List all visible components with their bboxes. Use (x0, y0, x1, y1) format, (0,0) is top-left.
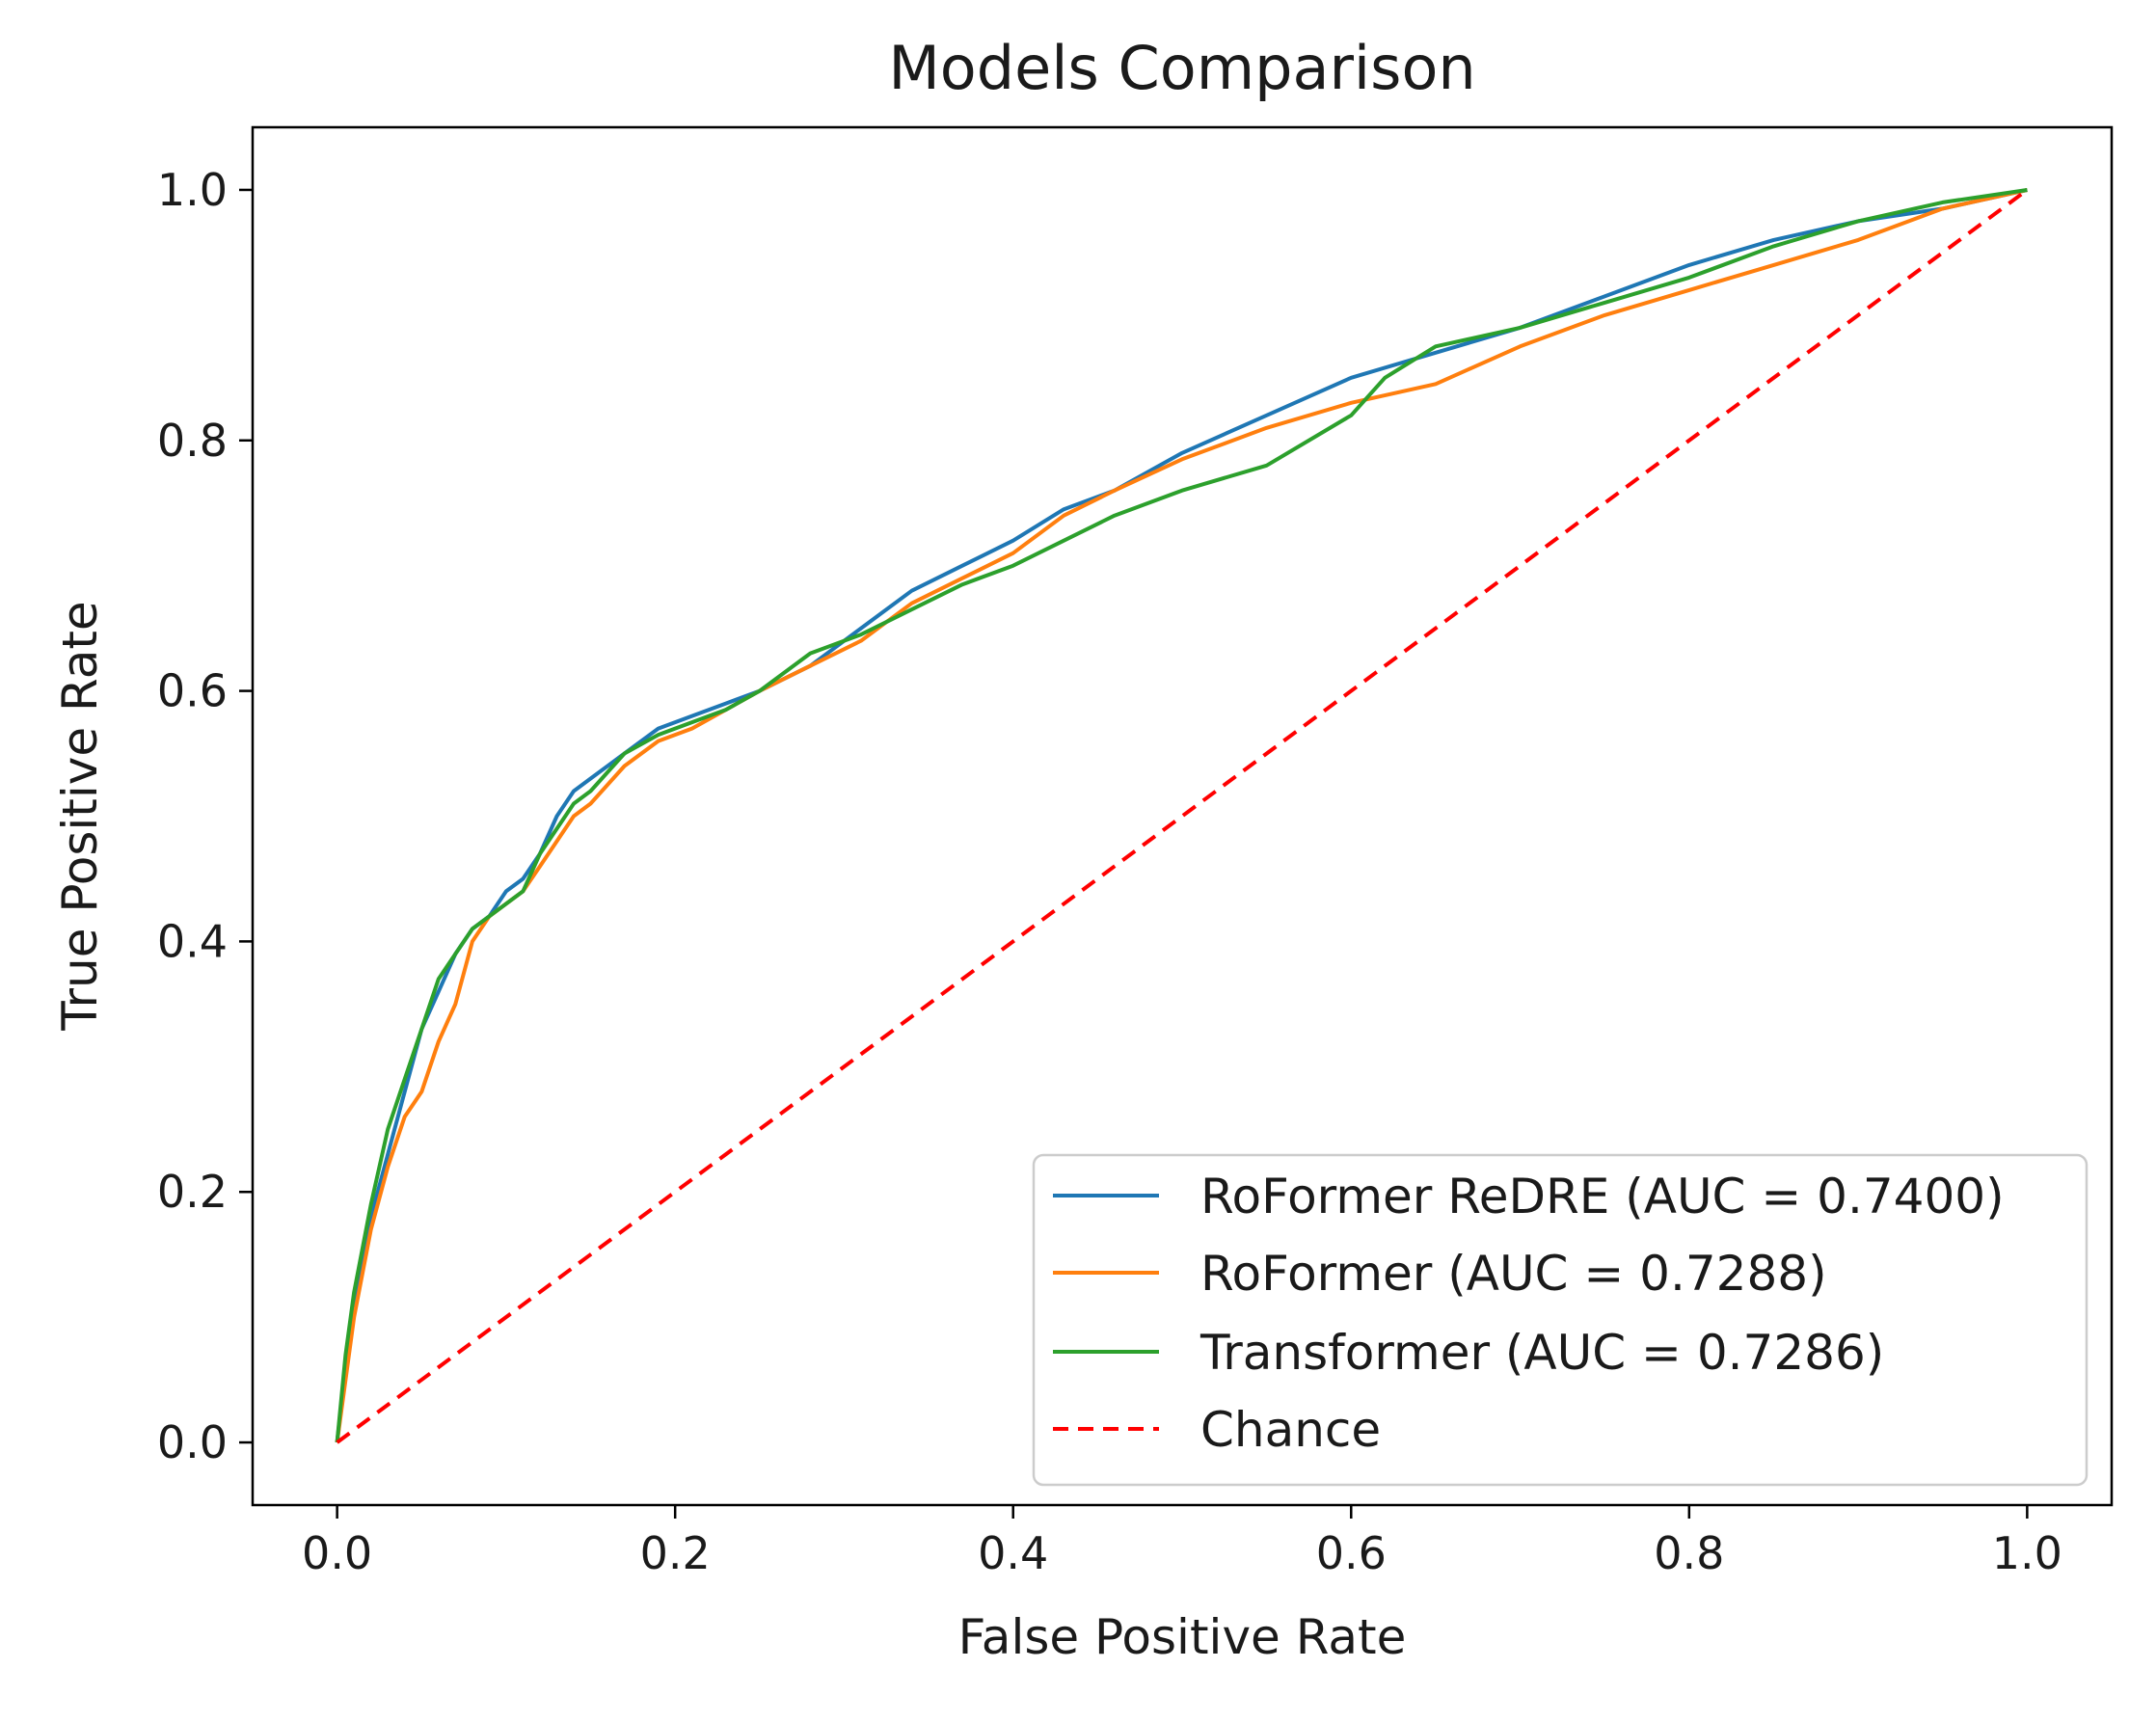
x-tick-label: 0.8 (1654, 1527, 1724, 1579)
series-line-roformer (335, 188, 2028, 1443)
legend-label-transformer: Transformer (AUC = 0.7286) (1199, 1325, 1884, 1381)
y-tick-label: 0.8 (157, 415, 228, 467)
y-tick-label: 0.4 (157, 915, 228, 967)
legend-label-chance: Chance (1200, 1402, 1381, 1458)
legend: RoFormer ReDRE (AUC = 0.7400) RoFormer (… (1032, 1153, 2089, 1487)
y-tick-label: 0.6 (157, 665, 228, 717)
axes-frame (251, 125, 2114, 1507)
y-tick-label: 0.2 (157, 1166, 228, 1218)
x-tick-label: 0.0 (302, 1527, 372, 1579)
legend-label-roformer: RoFormer (AUC = 0.7288) (1200, 1246, 1827, 1302)
series-line-transformer (335, 188, 2028, 1443)
x-tick-label: 0.4 (978, 1527, 1048, 1579)
chart-title: Models Comparison (888, 33, 1475, 103)
legend-label-roformer-redre: RoFormer ReDRE (AUC = 0.7400) (1200, 1169, 2005, 1224)
x-tick-label: 1.0 (1992, 1527, 2062, 1579)
x-tick-label: 0.2 (640, 1527, 711, 1579)
x-axis-label: False Positive Rate (958, 1609, 1407, 1665)
x-tick-label: 0.6 (1316, 1527, 1387, 1579)
plot-area (335, 188, 2029, 1444)
y-axis-label: True Positive Rate (52, 601, 108, 1031)
y-tick-label: 0.0 (157, 1416, 228, 1468)
y-tick-label: 1.0 (157, 164, 228, 216)
axis-ticks: 0.0 0.2 0.4 0.6 0.8 1.0 0.0 0.2 0.4 0.6 0.8 1.0 (157, 164, 2062, 1579)
series-line-roformer-redre (335, 188, 2028, 1443)
legend-box (1032, 1153, 2089, 1487)
